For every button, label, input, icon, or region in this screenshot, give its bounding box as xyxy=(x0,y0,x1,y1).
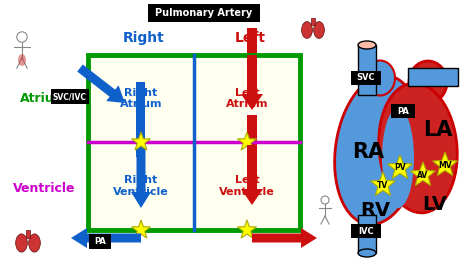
Text: LV: LV xyxy=(422,196,447,214)
Ellipse shape xyxy=(382,108,414,208)
Text: LA: LA xyxy=(423,120,453,140)
Bar xyxy=(88,55,300,230)
FancyArrow shape xyxy=(247,115,257,153)
Bar xyxy=(194,55,300,142)
Ellipse shape xyxy=(379,83,457,213)
Ellipse shape xyxy=(409,61,447,103)
Text: Pulmonary Artery: Pulmonary Artery xyxy=(155,8,253,18)
Text: SVC/IVC: SVC/IVC xyxy=(53,92,87,101)
Ellipse shape xyxy=(358,249,376,257)
FancyBboxPatch shape xyxy=(391,104,415,118)
Text: AV: AV xyxy=(418,170,428,179)
FancyArrow shape xyxy=(137,82,146,157)
Bar xyxy=(26,230,30,238)
FancyBboxPatch shape xyxy=(351,224,381,238)
Text: IVC: IVC xyxy=(358,227,374,236)
Polygon shape xyxy=(131,220,151,238)
Bar xyxy=(358,215,376,253)
Ellipse shape xyxy=(16,234,27,252)
Ellipse shape xyxy=(28,234,40,252)
Text: MV: MV xyxy=(438,161,452,170)
Polygon shape xyxy=(237,220,256,238)
FancyArrow shape xyxy=(77,64,125,103)
FancyArrow shape xyxy=(252,228,317,248)
Text: Right
Atrium: Right Atrium xyxy=(120,88,162,109)
Text: Atrium: Atrium xyxy=(20,92,68,105)
Polygon shape xyxy=(237,132,256,150)
FancyBboxPatch shape xyxy=(89,234,111,249)
FancyArrow shape xyxy=(71,228,141,248)
Ellipse shape xyxy=(301,22,312,38)
Text: Right
Ventricle: Right Ventricle xyxy=(113,175,169,197)
Bar xyxy=(194,142,300,230)
Text: Ventricle: Ventricle xyxy=(13,182,75,195)
Bar xyxy=(311,18,315,25)
FancyBboxPatch shape xyxy=(408,68,458,86)
FancyArrow shape xyxy=(131,150,151,208)
Text: RA: RA xyxy=(352,142,384,162)
Text: Left: Left xyxy=(235,31,265,45)
Ellipse shape xyxy=(358,41,376,49)
Text: Left
Atrium: Left Atrium xyxy=(226,88,268,109)
Text: TV: TV xyxy=(377,180,389,189)
Text: PV: PV xyxy=(394,164,406,173)
Text: PA: PA xyxy=(94,237,106,246)
FancyBboxPatch shape xyxy=(51,89,89,104)
FancyArrow shape xyxy=(241,55,263,110)
Polygon shape xyxy=(410,162,435,185)
FancyArrow shape xyxy=(247,28,257,66)
Polygon shape xyxy=(371,172,395,196)
Bar xyxy=(88,55,194,142)
Text: SVC: SVC xyxy=(357,73,375,82)
Text: PA: PA xyxy=(397,107,409,116)
FancyBboxPatch shape xyxy=(148,4,260,22)
Polygon shape xyxy=(388,155,412,179)
Polygon shape xyxy=(131,132,151,150)
Ellipse shape xyxy=(335,76,421,224)
Text: Left
Ventricle: Left Ventricle xyxy=(219,175,275,197)
FancyBboxPatch shape xyxy=(351,71,381,85)
Text: RV: RV xyxy=(360,201,390,219)
Bar xyxy=(358,45,376,95)
Ellipse shape xyxy=(314,22,324,38)
Ellipse shape xyxy=(365,60,395,95)
Ellipse shape xyxy=(18,54,26,66)
Bar xyxy=(88,142,194,230)
Polygon shape xyxy=(433,152,457,175)
Text: Right: Right xyxy=(123,31,165,45)
FancyArrow shape xyxy=(241,145,263,205)
